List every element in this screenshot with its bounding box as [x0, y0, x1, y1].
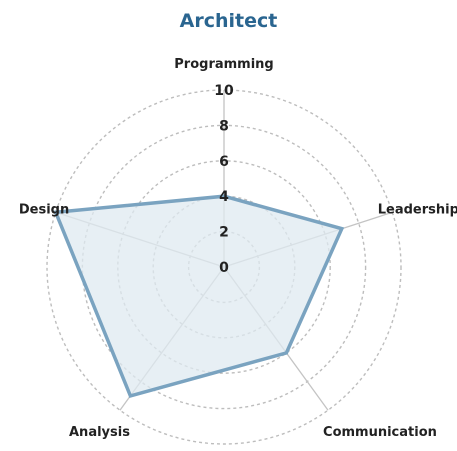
axis-label-programming: Programming	[174, 57, 273, 72]
axis-label-leadership: Leadership	[378, 203, 457, 218]
tick-label: 10	[214, 83, 234, 99]
grid-ring	[46, 89, 402, 445]
axis-label-communication: Communication	[323, 425, 437, 440]
tick-label: 6	[219, 154, 229, 170]
tick-labels: 0 2 4 6 8 10	[214, 83, 234, 276]
series-polygon	[53, 194, 345, 399]
axis-label-analysis: Analysis	[69, 425, 130, 440]
tick-label: 2	[219, 225, 229, 241]
axis-labels: Programming Leadership Communication Analys…	[19, 57, 457, 440]
tick-label: 0	[219, 260, 229, 276]
tick-label: 8	[219, 118, 229, 134]
chart-title: Architect	[179, 10, 278, 32]
tick-label: 4	[219, 189, 229, 205]
axis-label-design: Design	[19, 203, 69, 218]
